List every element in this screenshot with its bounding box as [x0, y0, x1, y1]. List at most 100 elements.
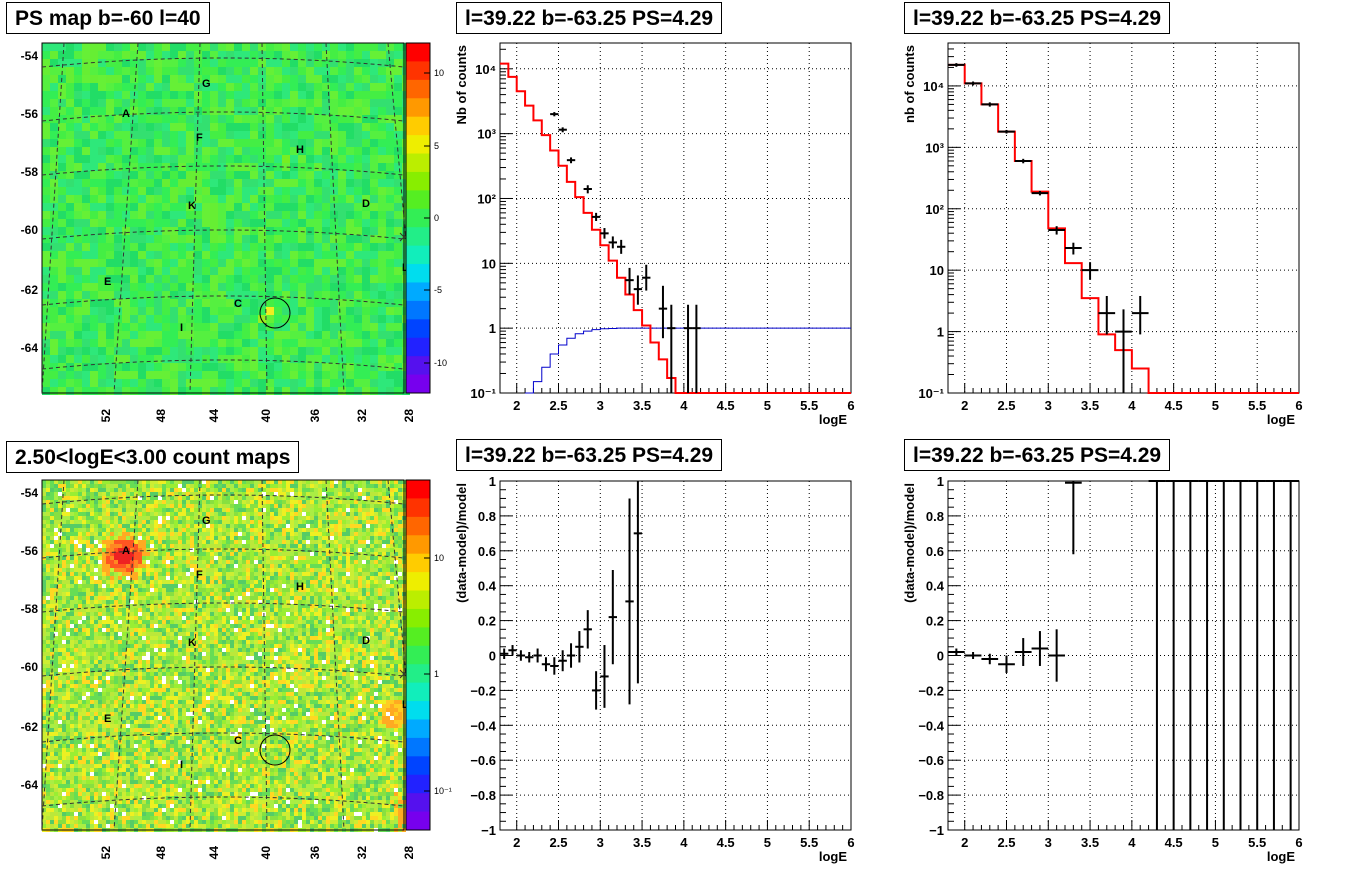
y-tick-label: −0.2 — [918, 683, 944, 698]
spectrum-right-title: l=39.22 b=-63.25 PS=4.29 — [904, 2, 1171, 34]
map-x-tick: 32 — [355, 846, 369, 860]
colorbar-cell — [406, 153, 430, 173]
residual-point — [1182, 480, 1199, 830]
residual-point — [1014, 638, 1032, 666]
data-point — [1131, 295, 1149, 335]
x-tick-label: 5 — [1212, 398, 1219, 413]
colorbar-cell — [406, 590, 430, 610]
x-tick-label: 3.5 — [633, 835, 651, 850]
map-x-tick: 48 — [154, 409, 168, 423]
x-tick-label: 6 — [847, 835, 854, 850]
source-label-i: I — [180, 322, 183, 334]
colorbar-cell — [406, 811, 430, 831]
data-point — [948, 63, 965, 67]
data-point — [658, 285, 668, 339]
x-tick-label: 4 — [680, 835, 688, 850]
colorbar-cell — [406, 553, 430, 573]
y-tick-label: −0.4 — [470, 718, 496, 733]
colorbar-cell — [406, 79, 430, 99]
y-tick-label: 0.4 — [478, 579, 497, 594]
x-tick-label: 3.5 — [1081, 398, 1099, 413]
residual-point — [558, 650, 567, 672]
map-x-tick: 36 — [308, 409, 322, 423]
colorbar-cell — [406, 645, 430, 665]
data-point — [633, 275, 643, 305]
residual-point — [964, 652, 982, 659]
residual-point — [508, 645, 517, 656]
colorbar-tick-label: 10⁻¹ — [434, 786, 452, 796]
source-label-a: A — [122, 108, 130, 120]
y-axis-label: (data-model)/model — [902, 483, 917, 603]
data-point — [617, 239, 626, 254]
colorbar-cell — [406, 190, 430, 210]
residual-point — [981, 653, 999, 665]
x-tick-label: 2 — [513, 398, 520, 413]
source-label-g: G — [202, 78, 211, 90]
data-point — [608, 236, 617, 249]
y-tick-label: 0.4 — [926, 579, 945, 594]
colorbar-cell — [406, 719, 430, 739]
colorbar-cell — [406, 774, 430, 794]
pass-fraction-line — [525, 327, 851, 394]
map-y-tick: -64 — [21, 341, 39, 355]
y-tick-label: 10 — [482, 256, 496, 271]
x-tick-label: 5 — [764, 835, 771, 850]
data-point — [683, 304, 693, 393]
colorbar-tick-label: 1 — [434, 669, 439, 679]
x-tick-label: 2.5 — [997, 835, 1015, 850]
residual-point — [1165, 480, 1182, 830]
x-tick-label: 5 — [1212, 835, 1219, 850]
colorbar-cell — [406, 701, 430, 720]
colorbar-tick-label: -10 — [434, 358, 447, 368]
colorbar-cell — [406, 793, 430, 813]
y-tick-label: 10⁴ — [475, 62, 496, 77]
colorbar-cell — [406, 319, 430, 339]
y-tick-label: −0.8 — [470, 788, 496, 803]
x-tick-label: 4.5 — [1165, 398, 1183, 413]
data-point — [692, 304, 701, 393]
count-map-title: 2.50<logE<3.00 count maps — [6, 441, 300, 473]
map-y-tick: -62 — [21, 720, 39, 734]
data-point — [998, 129, 1015, 134]
map-x-tick: 48 — [154, 846, 168, 860]
x-tick-label: 6 — [1295, 835, 1302, 850]
target-circle — [259, 734, 291, 766]
data-point — [981, 102, 999, 107]
x-tick-label: 3.5 — [633, 398, 651, 413]
map-y-tick: -56 — [21, 544, 39, 558]
source-label-k: K — [188, 200, 196, 212]
residual-point — [575, 631, 584, 663]
residual-point — [566, 643, 576, 668]
ps-map-plot — [41, 42, 421, 395]
colorbar-cell — [406, 516, 430, 536]
colorbar-cell — [406, 374, 430, 394]
source-label-f: F — [196, 569, 203, 581]
residual-point — [583, 610, 592, 649]
map-y-tick: -64 — [21, 778, 39, 792]
residual-point — [1048, 629, 1065, 682]
y-tick-label: 1 — [937, 474, 944, 489]
x-tick-label: 2.5 — [549, 835, 567, 850]
data-point — [964, 81, 982, 86]
colorbar-tick-label: 10 — [434, 553, 444, 563]
colorbar-cell — [406, 535, 430, 555]
y-tick-label: 0 — [489, 649, 496, 664]
data-point — [1065, 242, 1082, 255]
colorbar-cell — [406, 116, 430, 136]
colorbar-tick-label: -5 — [434, 285, 442, 295]
x-tick-label: 5 — [764, 398, 771, 413]
data-point — [550, 112, 559, 117]
y-tick-label: −0.6 — [470, 753, 496, 768]
map-x-tick: 44 — [207, 409, 221, 423]
colorbar-cell — [406, 43, 430, 62]
y-tick-label: 0 — [937, 649, 944, 664]
data-point — [591, 212, 601, 221]
colorbar-cell — [406, 300, 430, 320]
source-label-a: A — [122, 545, 130, 557]
data-point — [1048, 226, 1065, 235]
residual-point — [533, 648, 542, 663]
colorbar-cell — [406, 208, 430, 228]
source-label-h: H — [296, 144, 304, 156]
target-circle — [259, 297, 291, 329]
x-tick-label: 3 — [597, 398, 604, 413]
